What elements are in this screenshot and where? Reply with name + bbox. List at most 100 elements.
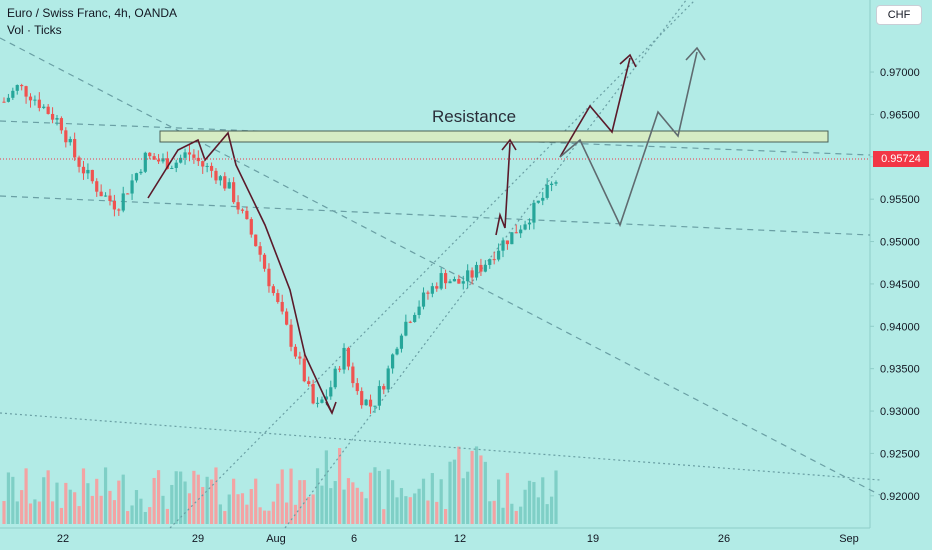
volume-bar bbox=[50, 501, 55, 524]
trendline-dashed-3 bbox=[0, 37, 881, 496]
candle bbox=[466, 264, 470, 289]
candle bbox=[320, 396, 324, 404]
candle bbox=[108, 188, 112, 206]
volume-bar bbox=[408, 497, 412, 524]
volume-bar bbox=[488, 501, 492, 524]
candle bbox=[267, 263, 271, 293]
candle bbox=[227, 178, 231, 189]
candle bbox=[139, 169, 143, 175]
candle bbox=[209, 162, 214, 178]
candle bbox=[514, 224, 518, 234]
candle bbox=[68, 136, 72, 146]
trendline-dotted-3 bbox=[284, 0, 687, 529]
volume-bar bbox=[342, 489, 346, 524]
trendlines bbox=[0, 0, 881, 529]
volume-bar bbox=[77, 506, 81, 524]
volume-bar bbox=[315, 468, 320, 524]
volume-bar bbox=[170, 484, 174, 524]
volume-bar bbox=[152, 477, 156, 524]
candle bbox=[382, 383, 386, 395]
volume-bar bbox=[262, 510, 267, 524]
candle bbox=[276, 289, 280, 304]
candle bbox=[488, 258, 492, 269]
volume-bar bbox=[545, 504, 549, 524]
candle bbox=[170, 165, 174, 170]
candle bbox=[307, 376, 311, 387]
volume-bar bbox=[187, 493, 192, 524]
volume-bar bbox=[554, 470, 558, 524]
currency-button[interactable]: CHF bbox=[876, 5, 922, 25]
volume-bar bbox=[430, 473, 434, 524]
candle bbox=[183, 148, 187, 165]
volume-bar bbox=[514, 510, 518, 524]
volume-bar bbox=[373, 467, 377, 524]
volume-bar bbox=[205, 476, 209, 524]
candle bbox=[201, 160, 205, 174]
candle bbox=[496, 243, 501, 262]
x-tick-label: 26 bbox=[718, 533, 730, 545]
volume-bar bbox=[391, 480, 395, 524]
candle bbox=[50, 107, 55, 124]
volume-bar bbox=[165, 508, 169, 524]
trendline-dotted-2 bbox=[169, 0, 696, 529]
volume-bar bbox=[267, 510, 271, 524]
volume-bar bbox=[59, 507, 64, 524]
candle bbox=[2, 97, 6, 103]
y-tick-label: 0.94000 bbox=[880, 321, 920, 333]
candle bbox=[205, 162, 209, 173]
candle bbox=[86, 163, 90, 180]
candle bbox=[373, 405, 377, 413]
candle bbox=[126, 193, 130, 195]
y-tick-label: 0.96500 bbox=[880, 109, 920, 121]
volume-bar bbox=[192, 470, 196, 524]
resistance-zone bbox=[159, 130, 829, 143]
projection-arrows bbox=[147, 46, 706, 415]
volume-bar bbox=[218, 504, 222, 524]
volume-bar bbox=[444, 508, 448, 524]
volume-bar bbox=[15, 501, 19, 524]
candlesticks bbox=[2, 83, 558, 414]
y-tick-label: 0.93500 bbox=[880, 364, 920, 376]
time-axis[interactable]: 22 29 Aug 6 12 19 26 Sep bbox=[57, 533, 859, 545]
volume-bar bbox=[249, 489, 253, 524]
candle bbox=[42, 104, 46, 110]
candle bbox=[117, 208, 121, 216]
volume-bar bbox=[134, 490, 139, 524]
candle bbox=[430, 282, 434, 298]
candle bbox=[258, 241, 262, 262]
candle bbox=[519, 225, 523, 238]
volume-bar bbox=[2, 501, 6, 524]
candle bbox=[73, 132, 77, 161]
volume-bar bbox=[421, 478, 426, 524]
volume-bar bbox=[311, 494, 315, 524]
volume-bar bbox=[351, 482, 355, 524]
volume-bar bbox=[435, 501, 439, 524]
volume-bar bbox=[64, 482, 68, 524]
volume-bar bbox=[360, 491, 364, 524]
candle bbox=[342, 343, 346, 374]
y-tick-label: 0.97000 bbox=[880, 67, 920, 79]
candle bbox=[95, 178, 99, 197]
volume-bar bbox=[20, 490, 24, 524]
arrow-gray-path bbox=[559, 51, 698, 228]
volume-indicator-label: Vol · Ticks bbox=[7, 23, 62, 37]
volume-bar bbox=[139, 498, 143, 524]
volume-bar bbox=[112, 500, 116, 524]
y-tick-label: 0.92000 bbox=[880, 491, 920, 503]
candle bbox=[214, 168, 218, 184]
candle bbox=[417, 300, 421, 319]
candle bbox=[360, 387, 364, 409]
volume-bar bbox=[496, 479, 501, 524]
arrow-dark-head-2 bbox=[501, 138, 517, 151]
candle bbox=[470, 267, 474, 285]
y-tick-label: 0.94500 bbox=[880, 279, 920, 291]
candle bbox=[501, 237, 505, 258]
volume-bar bbox=[73, 492, 77, 524]
candle bbox=[148, 152, 152, 160]
volume-bar bbox=[214, 467, 218, 524]
arrow-dark-up-1 bbox=[495, 142, 511, 236]
volume-bar bbox=[439, 479, 443, 524]
candle bbox=[218, 175, 222, 186]
price-axis[interactable]: 0.970000.965000.960000.955000.950000.945… bbox=[870, 67, 920, 503]
